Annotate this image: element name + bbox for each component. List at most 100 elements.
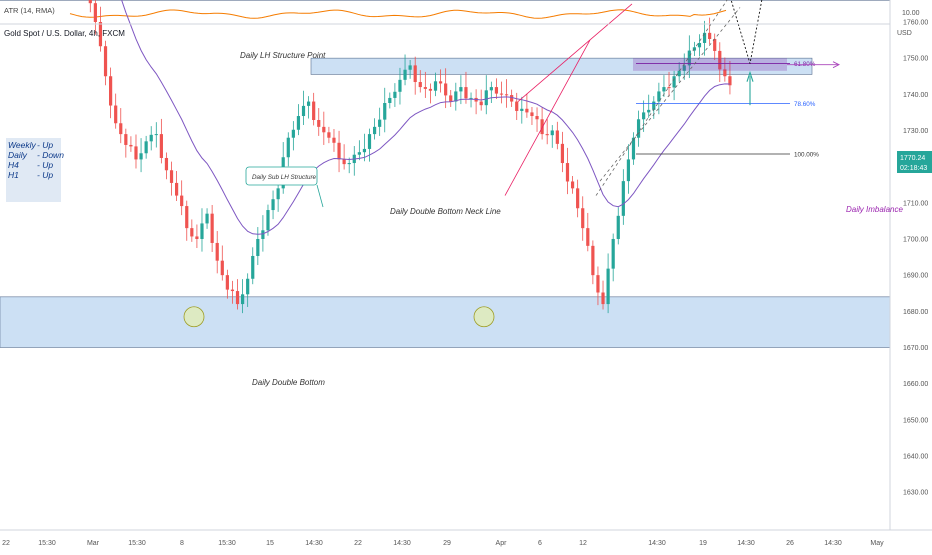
candle-body — [515, 102, 518, 111]
projected-trend-line — [596, 0, 790, 196]
candle-body — [434, 81, 437, 90]
price-tick-label: 1660.00 — [903, 381, 928, 388]
candle-body — [409, 65, 412, 69]
candle-body — [414, 65, 417, 82]
price-tick-label: 1730.00 — [903, 128, 928, 135]
candle-body — [637, 119, 640, 137]
time-tick-label: 6 — [538, 540, 542, 547]
candle-body — [327, 132, 330, 137]
candle-body — [119, 123, 122, 134]
candle-body — [480, 102, 483, 106]
double-bottom-circle-left — [184, 307, 204, 327]
price-tick-label: 1680.00 — [903, 309, 928, 316]
candle-body — [317, 120, 320, 127]
time-tick-label: 14:30 — [393, 540, 411, 547]
candle-body — [500, 94, 503, 95]
price-tick-label: 1700.00 — [903, 236, 928, 243]
candle-body — [185, 206, 188, 228]
candle-body — [312, 102, 315, 120]
candle-body — [180, 196, 183, 206]
candle-body — [662, 87, 665, 91]
candle-body — [343, 159, 346, 164]
candle-body — [439, 81, 442, 83]
candle-body — [398, 80, 401, 92]
price-tick-label: 1640.00 — [903, 453, 928, 460]
candle-body — [109, 76, 112, 105]
candle-body — [642, 112, 645, 119]
candle-body — [546, 134, 549, 135]
candle-body — [647, 110, 650, 113]
time-tick-label: Mar — [87, 540, 100, 547]
indicator-value-tick: 10.00 — [902, 10, 920, 17]
candle-body — [241, 294, 244, 304]
candle-body — [104, 46, 107, 76]
time-tick-label: 14:30 — [824, 540, 842, 547]
projection-path — [728, 0, 790, 64]
candle-body — [424, 87, 427, 89]
candle-body — [459, 87, 462, 91]
candle-body — [419, 82, 422, 87]
candle-body — [601, 293, 604, 305]
candle-body — [195, 236, 198, 239]
candle-body — [134, 146, 137, 159]
candle-body — [200, 223, 203, 239]
candle-body — [444, 83, 447, 95]
candle-body — [332, 138, 335, 143]
imbalance-zone — [633, 58, 787, 71]
price-tick-label: 1760.00 — [903, 19, 928, 26]
candle-body — [429, 89, 432, 91]
candle-body — [190, 228, 193, 236]
candle-body — [139, 153, 142, 159]
candle-body — [216, 243, 219, 261]
bias-tf-h1: H1 — [8, 170, 19, 180]
time-tick-label: 15:30 — [218, 540, 236, 547]
candle-body — [287, 138, 290, 158]
candle-body — [236, 291, 239, 304]
candle-body — [586, 228, 589, 246]
candle-body — [708, 33, 711, 39]
candle-body — [667, 87, 670, 88]
candle-body — [561, 144, 564, 163]
time-tick-label: 22 — [354, 540, 362, 547]
time-tick-label: 8 — [180, 540, 184, 547]
time-tick-label: 14:30 — [737, 540, 755, 547]
candle-body — [292, 130, 295, 138]
bias-dir-daily: - Down — [37, 150, 64, 160]
candle-body — [145, 141, 148, 153]
current-price: 1770.24 — [900, 155, 925, 162]
candle-body — [622, 181, 625, 216]
candle-body — [535, 116, 538, 119]
candle-body — [114, 106, 117, 124]
candle-body — [94, 3, 97, 22]
candle-body — [211, 214, 214, 243]
price-tick-label: 1690.00 — [903, 273, 928, 280]
bar-countdown: 02:18:43 — [900, 165, 927, 172]
candle-body — [581, 208, 584, 228]
price-tick-label: 1670.00 — [903, 345, 928, 352]
candle-body — [449, 95, 452, 101]
price-tick-label: 1740.00 — [903, 92, 928, 99]
time-tick-label: 22 — [2, 540, 10, 547]
candle-body — [632, 138, 635, 160]
double-bottom-label: Daily Double Bottom — [252, 378, 325, 387]
neck-line-label: Daily Double Bottom Neck Line — [390, 207, 501, 216]
lh-structure-label: Daily LH Structure Point — [240, 51, 326, 60]
candle-body — [672, 76, 675, 87]
candle-body — [221, 261, 224, 275]
candle-body — [551, 130, 554, 135]
candle-body — [307, 102, 310, 106]
price-tick-label: 1750.00 — [903, 56, 928, 63]
candle-body — [541, 119, 544, 134]
candle-body — [165, 158, 168, 170]
currency-label: USD — [897, 30, 912, 37]
candle-body — [464, 87, 467, 98]
candle-body — [495, 87, 498, 94]
candle-body — [150, 135, 153, 142]
support-trend-line — [600, 8, 740, 182]
candle-body — [348, 163, 351, 164]
price-tick-label: 1650.00 — [903, 417, 928, 424]
candle-body — [490, 87, 493, 90]
candle-body — [170, 170, 173, 183]
